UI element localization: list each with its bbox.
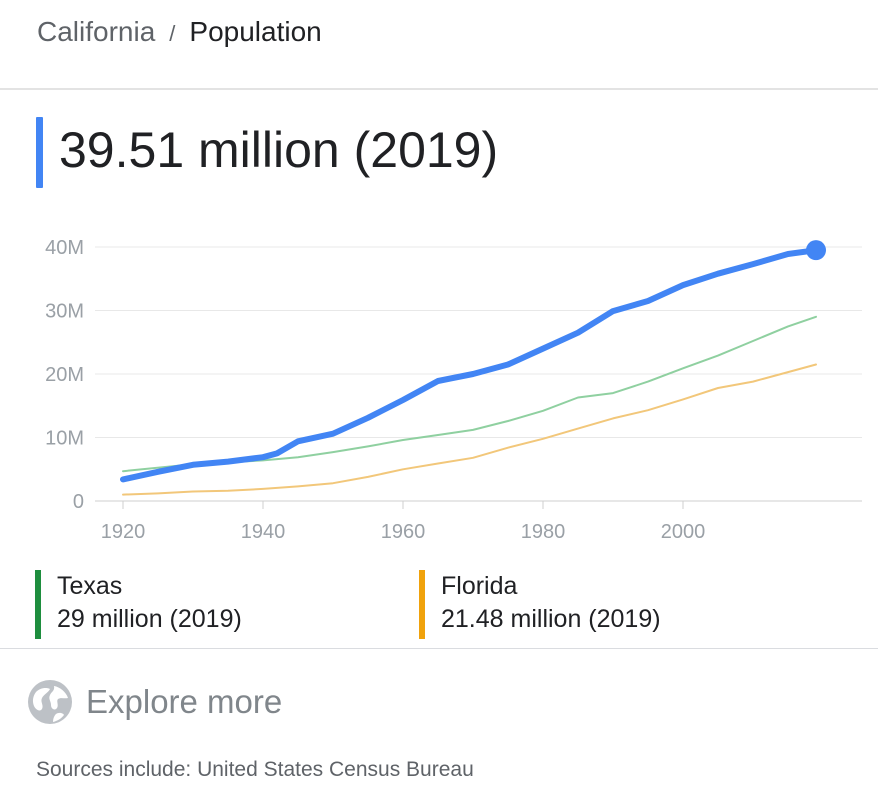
y-tick-label: 10M	[45, 428, 84, 450]
explore-more-label: Explore more	[86, 683, 283, 720]
series-endpoint-marker[interactable]	[806, 240, 826, 261]
legend-value-texas: 29 million (2019)	[57, 605, 242, 633]
breadcrumb-current: Population	[189, 16, 322, 47]
series-line-primary	[120, 247, 819, 483]
x-tick-label: 2000	[661, 521, 706, 543]
y-tick-label: 0	[73, 491, 84, 513]
headline-value: 39.51 million (2019)	[59, 122, 499, 178]
y-tick-label: 20M	[45, 364, 84, 386]
x-tick-label: 1920	[101, 521, 146, 543]
legend-value-florida: 21.48 million (2019)	[441, 605, 661, 633]
breadcrumb: California / Population	[37, 14, 322, 52]
globe-icon	[28, 680, 72, 724]
series-line-florida	[122, 363, 817, 496]
header-divider	[0, 88, 878, 90]
x-tick-label: 1980	[521, 521, 566, 543]
x-tick-label: 1940	[241, 521, 286, 543]
x-tick-label: 1960	[381, 521, 426, 543]
series-line-texas	[122, 315, 817, 473]
legend-name-texas: Texas	[57, 572, 123, 600]
explore-more-link[interactable]: Explore more	[26, 678, 282, 726]
legend-name-florida: Florida	[441, 572, 518, 600]
legend-item-florida[interactable]: Florida 21.48 million (2019)	[419, 570, 661, 639]
x-axis-ticks: 1920 1940 1960 1980 2000	[101, 501, 706, 543]
headline-accent-bar	[36, 117, 43, 188]
population-chart[interactable]: 0 10M 20M 30M 40M 1920 1940 1960 1980 2000	[0, 215, 878, 555]
sources-note: Sources include: United States Census Bu…	[36, 758, 474, 781]
legend-item-texas[interactable]: Texas 29 million (2019)	[35, 570, 242, 639]
y-tick-label: 40M	[45, 237, 84, 259]
y-tick-label: 30M	[45, 301, 84, 323]
footer-divider	[0, 648, 878, 649]
legend-swatch-florida	[419, 570, 425, 639]
breadcrumb-parent-link[interactable]: California	[37, 16, 156, 47]
y-axis-ticks: 0 10M 20M 30M 40M	[45, 237, 84, 513]
breadcrumb-separator: /	[169, 21, 176, 46]
chart-series	[120, 240, 826, 496]
legend-swatch-texas	[35, 570, 41, 639]
